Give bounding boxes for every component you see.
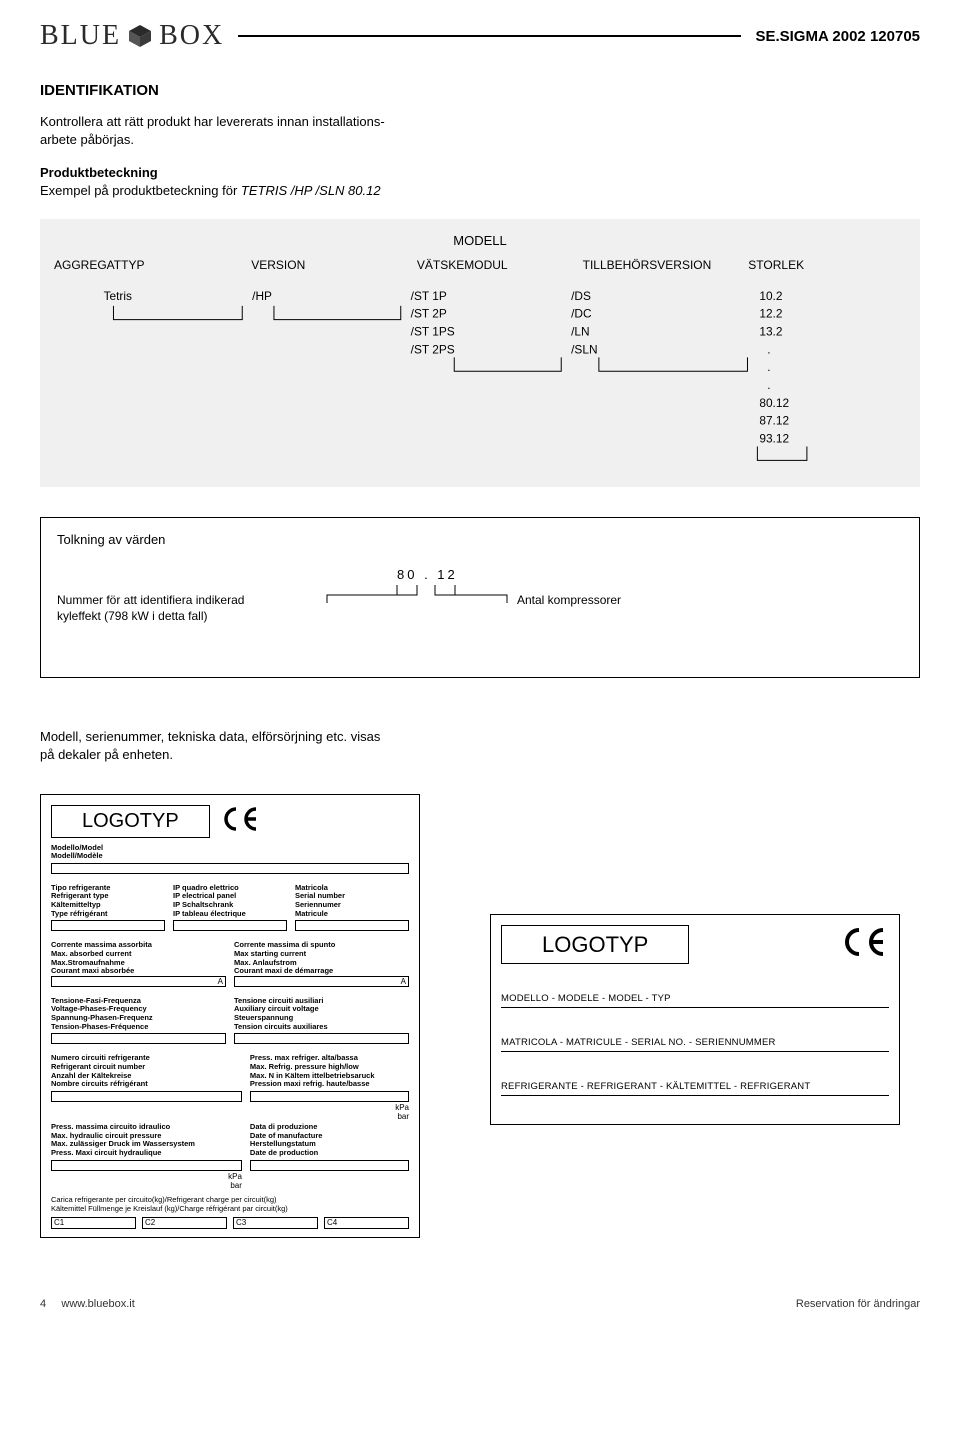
model-input xyxy=(51,863,409,874)
hdr-aggregat: AGGREGATTYP xyxy=(54,258,243,272)
date: Data di produzione Date of manufacture H… xyxy=(250,1123,409,1158)
svg-text:80.12: 80.12 xyxy=(759,396,789,410)
c1: C1 xyxy=(51,1217,136,1229)
absorb: Corrente massima assorbita Max. absorbed… xyxy=(51,941,226,976)
pressrefr: Press. max refriger. alta/bassa Max. Ref… xyxy=(250,1054,409,1089)
spunto: Corrente massima di spunto Max starting … xyxy=(234,941,409,976)
svg-text:.: . xyxy=(767,360,770,374)
c2: C2 xyxy=(142,1217,227,1229)
hydra: Press. massima circuito idraulico Max. h… xyxy=(51,1123,242,1158)
tree-aggregat: Tetris xyxy=(104,289,132,303)
c3: C3 xyxy=(233,1217,318,1229)
modell-headers: AGGREGATTYP VERSION VÄTSKEMODUL TILLBEHÖ… xyxy=(54,258,906,280)
hydra-input xyxy=(51,1160,242,1171)
subheading: Produktbeteckning xyxy=(40,164,920,182)
svg-text:87.12: 87.12 xyxy=(759,414,789,428)
volt-input xyxy=(51,1033,226,1044)
svg-text:/ST 2P: /ST 2P xyxy=(411,307,447,321)
modell-block: MODELL AGGREGATTYP VERSION VÄTSKEMODUL T… xyxy=(40,219,920,487)
hdr-vatske: VÄTSKEMODUL xyxy=(417,258,575,272)
svg-text:12.2: 12.2 xyxy=(759,307,782,321)
hdr-storlek: STORLEK xyxy=(748,258,906,272)
col1: Tipo refrigerante Refrigerant type Kälte… xyxy=(51,884,165,919)
example-prefix: Exempel på produktbeteckning för xyxy=(40,183,241,198)
example-model: TETRIS /HP /SLN 80.12 xyxy=(241,183,381,198)
aux-input xyxy=(234,1033,409,1044)
tolkning-diagram: 80 . 12 Nummer för att identifiera indik… xyxy=(57,567,903,647)
svg-text:13.2: 13.2 xyxy=(759,325,782,339)
body-p1: Modell, serienummer, tekniska data, elfö… xyxy=(40,729,380,744)
nameplate-left: LOGOTYP Modello/Model Modell/Modèle Tipo… xyxy=(40,794,420,1239)
aux: Tensione circuiti ausiliari Auxiliary ci… xyxy=(234,997,409,1032)
nameplate-right: LOGOTYP MODELLO - MODELE - MODEL - TYP M… xyxy=(490,914,900,1125)
page-number: 4 xyxy=(40,1298,46,1310)
modell-tree: Tetris /HP /ST 1P /ST 2P /ST 1PS /ST 2PS… xyxy=(54,286,906,477)
hdr-version: VERSION xyxy=(251,258,409,272)
svg-text:93.12: 93.12 xyxy=(759,432,789,446)
logo-box-right: LOGOTYP xyxy=(501,925,689,964)
modell-title: MODELL xyxy=(54,233,906,248)
footer-left: 4 www.bluebox.it xyxy=(40,1298,135,1310)
right-line1: MODELLO - MODELE - MODEL - TYP xyxy=(501,994,889,1005)
svg-text:/SLN: /SLN xyxy=(571,343,597,357)
tolkning-title: Tolkning av värden xyxy=(57,532,903,547)
model-labels: Modello/Model Modell/Modèle xyxy=(51,844,409,861)
volt: Tensione-Fasi-Frequenza Voltage-Phases-F… xyxy=(51,997,226,1032)
footer-right: Reservation för ändringar xyxy=(796,1298,920,1310)
intro-line-1: Kontrollera att rätt produkt har leverer… xyxy=(40,113,920,131)
tolkning-connectors xyxy=(57,567,757,637)
right-line2: MATRICOLA - MATRICULE - SERIAL NO. - SER… xyxy=(501,1038,889,1049)
tree-svg: Tetris /HP /ST 1P /ST 2P /ST 1PS /ST 2PS… xyxy=(54,286,906,474)
svg-text:/HP: /HP xyxy=(252,289,272,303)
pressrefr-input xyxy=(250,1091,409,1102)
document-code: SE.SIGMA 2002 120705 xyxy=(755,28,920,45)
brand-left: BLUE xyxy=(40,20,121,52)
body-p2: på dekaler på enheten. xyxy=(40,747,173,762)
logo-box-left: LOGOTYP xyxy=(51,805,210,838)
numcirc-input xyxy=(51,1091,242,1102)
ce-mark-icon-right xyxy=(839,925,889,964)
svg-text:10.2: 10.2 xyxy=(759,289,782,303)
svg-text:/ST 2PS: /ST 2PS xyxy=(411,343,455,357)
ce-mark-icon xyxy=(220,805,260,838)
footer-url: www.bluebox.it xyxy=(61,1298,134,1310)
brand-logo: BLUE BOX xyxy=(40,20,224,52)
svg-text:/DS: /DS xyxy=(571,289,591,303)
charge: Carica refrigerante per circuito(kg)/Ref… xyxy=(51,1196,409,1213)
col2-input xyxy=(173,920,287,931)
right-line3: REFRIGERANTE - REFRIGERANT - KÄLTEMITTEL… xyxy=(501,1082,889,1093)
col3: Matricola Serial number Seriennumer Matr… xyxy=(295,884,409,919)
section-title: IDENTIFIKATION xyxy=(40,82,920,99)
right-rule2 xyxy=(501,1051,889,1052)
svg-text:/LN: /LN xyxy=(571,325,589,339)
date-input xyxy=(250,1160,409,1171)
body-text: Modell, serienummer, tekniska data, elfö… xyxy=(40,728,470,763)
col2: IP quadro elettrico IP electrical panel … xyxy=(173,884,287,919)
brand-right: BOX xyxy=(159,20,224,52)
example-line: Exempel på produktbeteckning för TETRIS … xyxy=(40,182,920,200)
right-rule1 xyxy=(501,1007,889,1008)
hdr-tillbehor: TILLBEHÖRSVERSION xyxy=(583,258,741,272)
col3-input xyxy=(295,920,409,931)
svg-text:/ST 1P: /ST 1P xyxy=(411,289,447,303)
c4: C4 xyxy=(324,1217,409,1229)
col1-input xyxy=(51,920,165,931)
page-footer: 4 www.bluebox.it Reservation för ändring… xyxy=(40,1298,920,1310)
tolkning-box: Tolkning av värden 80 . 12 Nummer för at… xyxy=(40,517,920,678)
brand-cube-icon xyxy=(127,23,153,49)
svg-text:.: . xyxy=(767,378,770,392)
spunto-input: A xyxy=(234,976,409,987)
svg-text:.: . xyxy=(767,343,770,357)
intro-line-2: arbete påbörjas. xyxy=(40,131,920,149)
page-header: BLUE BOX SE.SIGMA 2002 120705 xyxy=(40,20,920,52)
plates-row: LOGOTYP Modello/Model Modell/Modèle Tipo… xyxy=(40,794,920,1239)
svg-text:/ST 1PS: /ST 1PS xyxy=(411,325,455,339)
identification-section: IDENTIFIKATION Kontrollera att rätt prod… xyxy=(40,82,920,199)
header-rule xyxy=(238,35,741,37)
numcirc: Numero circuiti refrigerante Refrigerant… xyxy=(51,1054,242,1089)
absorb-input: A xyxy=(51,976,226,987)
svg-text:/DC: /DC xyxy=(571,307,592,321)
